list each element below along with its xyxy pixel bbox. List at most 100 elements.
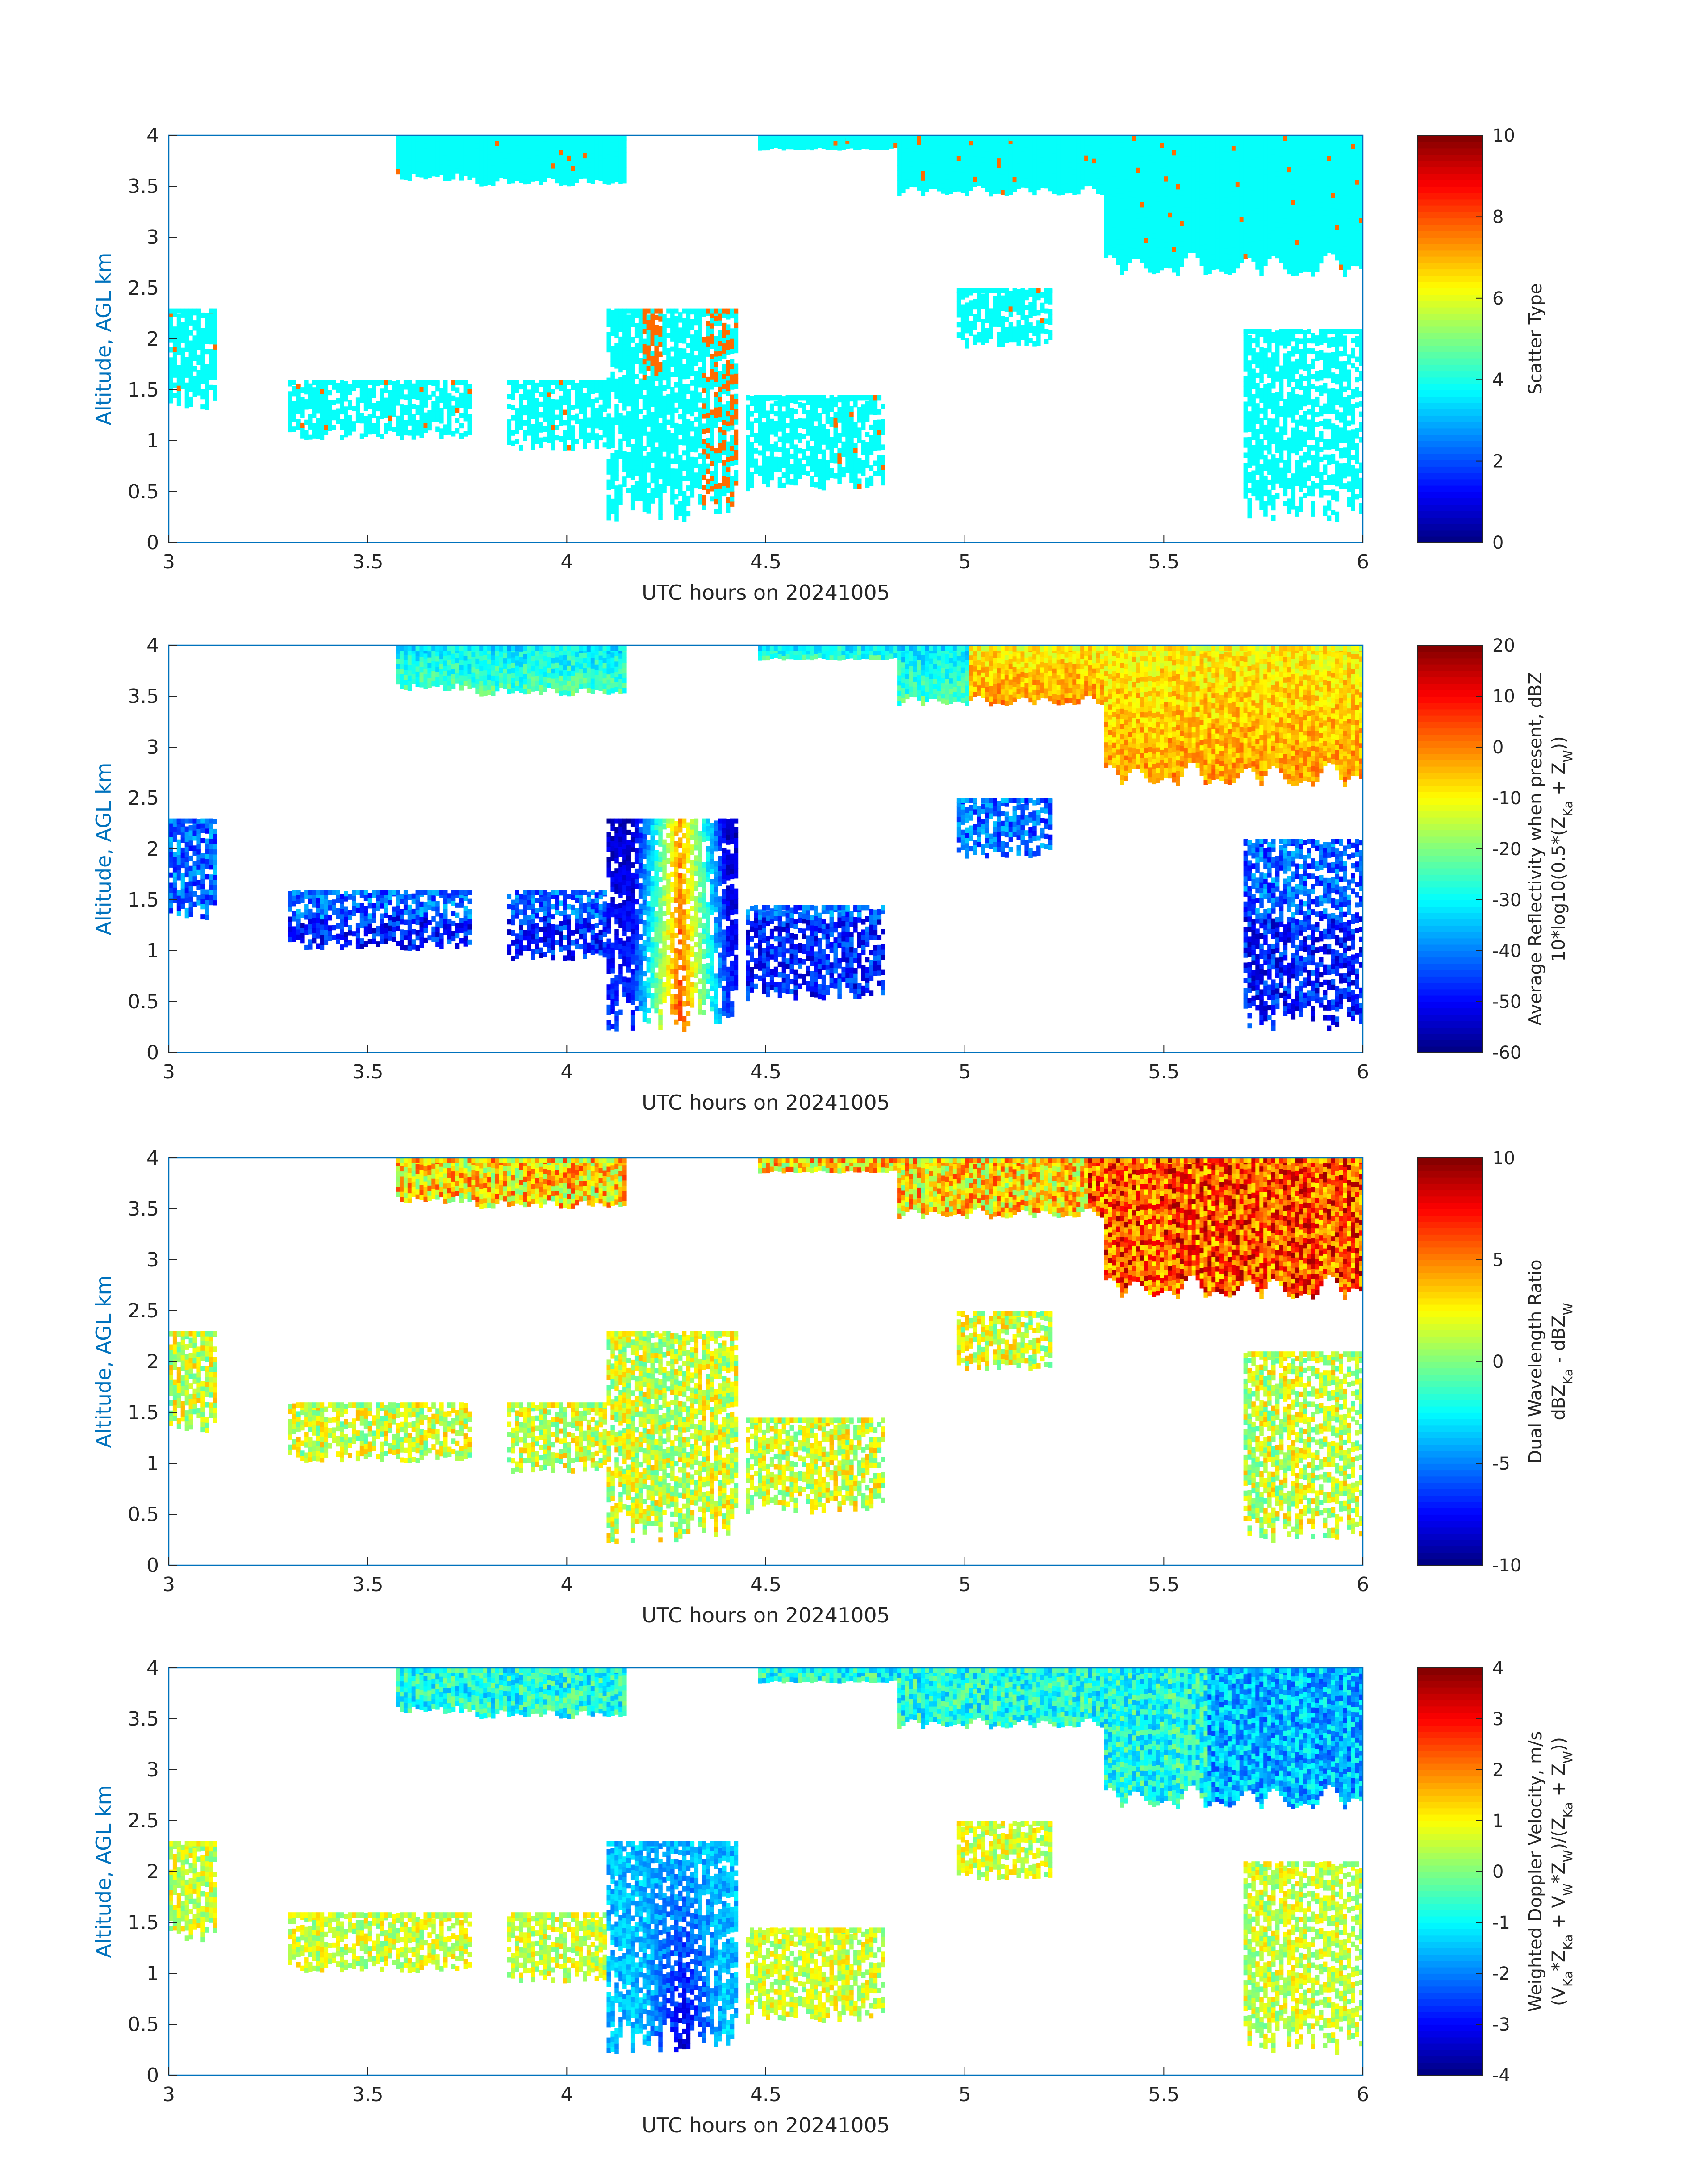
heatmap-cell	[1188, 238, 1192, 243]
heatmap-cell	[515, 171, 520, 176]
heatmap-cell	[901, 157, 906, 163]
heatmap-cell	[288, 407, 292, 412]
heatmap-cell	[181, 348, 185, 353]
heatmap-cell	[722, 425, 727, 430]
heatmap-cell	[1248, 217, 1252, 222]
heatmap-cell	[380, 398, 384, 404]
heatmap-cell	[483, 170, 488, 175]
heatmap-cell	[702, 388, 706, 393]
heatmap-cell	[1132, 218, 1136, 223]
heatmap-cell	[599, 145, 603, 150]
heatmap-cell	[1279, 207, 1284, 213]
heatmap-cell	[643, 369, 647, 375]
heatmap-cell	[710, 318, 714, 323]
heatmap-cell	[503, 163, 508, 169]
heatmap-cell	[559, 140, 564, 145]
heatmap-cell	[1347, 224, 1351, 229]
heatmap-cell	[853, 135, 858, 141]
heatmap-cell	[670, 372, 675, 377]
heatmap-cell	[678, 378, 683, 384]
heatmap-cell	[754, 459, 758, 464]
heatmap-cell	[579, 135, 583, 141]
heatmap-cell	[1323, 195, 1328, 201]
heatmap-cell	[443, 430, 448, 435]
heatmap-cell	[1244, 218, 1248, 223]
heatmap-cell	[714, 402, 718, 408]
heatmap-cell	[1283, 254, 1288, 259]
heatmap-cell	[459, 413, 464, 418]
heatmap-cell	[1096, 158, 1101, 163]
heatmap-cell	[726, 462, 731, 467]
heatmap-cell	[380, 414, 384, 419]
heatmap-cell	[1116, 135, 1120, 141]
heatmap-cell	[909, 176, 914, 182]
heatmap-cell	[1100, 174, 1105, 180]
heatmap-cell	[607, 464, 611, 469]
heatmap-cell	[1232, 166, 1236, 171]
heatmap-cell	[1168, 217, 1172, 223]
heatmap-cell	[443, 389, 448, 394]
heatmap-cell	[658, 387, 663, 393]
heatmap-cell	[937, 171, 941, 176]
heatmap-cell	[694, 320, 699, 325]
heatmap-cell	[583, 428, 587, 434]
heatmap-cell	[1303, 144, 1307, 149]
heatmap-cell	[1172, 232, 1176, 237]
heatmap-cell	[531, 146, 535, 151]
heatmap-cell	[587, 380, 591, 385]
heatmap-cell	[1331, 167, 1336, 173]
heatmap-cell	[344, 422, 348, 427]
heatmap-cell	[1259, 169, 1264, 175]
heatmap-cell	[610, 376, 615, 382]
heatmap-cell	[643, 339, 647, 344]
heatmap-cell	[949, 184, 953, 189]
heatmap-cell	[981, 177, 985, 183]
heatmap-cell	[424, 163, 428, 169]
heatmap-cell	[547, 438, 551, 443]
heatmap-cell	[571, 135, 575, 141]
heatmap-cell	[647, 376, 651, 381]
heatmap-cell	[1232, 217, 1236, 222]
heatmap-cell	[547, 392, 551, 397]
heatmap-cell	[1196, 252, 1200, 258]
heatmap-cell	[1164, 263, 1168, 268]
heatmap-cell	[1303, 135, 1307, 141]
heatmap-cell	[1343, 135, 1347, 141]
heatmap-cell	[559, 135, 564, 141]
heatmap-cell	[1323, 144, 1328, 150]
heatmap-cell	[1224, 172, 1228, 177]
heatmap-cell	[762, 395, 766, 400]
heatmap-cell	[1295, 168, 1300, 174]
heatmap-cell	[714, 316, 718, 321]
heatmap-cell	[181, 327, 185, 333]
heatmap-cell	[1287, 188, 1292, 193]
heatmap-cell	[698, 499, 703, 505]
heatmap-cell	[933, 135, 937, 141]
heatmap-cell	[288, 401, 292, 407]
heatmap-cell	[686, 328, 691, 333]
heatmap-cell	[1065, 142, 1069, 148]
heatmap-cell	[1283, 188, 1288, 193]
heatmap-cell	[706, 453, 710, 459]
heatmap-cell	[1176, 194, 1180, 200]
heatmap-cell	[555, 405, 560, 410]
heatmap-cell	[1065, 135, 1069, 141]
heatmap-cell	[1040, 147, 1045, 152]
heatmap-cell	[714, 341, 718, 347]
heatmap-cell	[1259, 246, 1264, 251]
heatmap-cell	[1267, 203, 1272, 208]
heatmap-cell	[1196, 156, 1200, 161]
heatmap-cell	[622, 405, 627, 411]
heatmap-cell	[658, 377, 663, 383]
heatmap-cell	[348, 425, 352, 430]
heatmap-cell	[694, 386, 699, 392]
heatmap-cell	[443, 135, 448, 141]
heatmap-cell	[1032, 190, 1037, 195]
heatmap-cell	[380, 409, 384, 414]
heatmap-cell	[1188, 248, 1192, 253]
heatmap-cell	[1323, 205, 1328, 210]
heatmap-cell	[519, 425, 523, 430]
heatmap-cell	[571, 384, 575, 390]
heatmap-cell	[1172, 247, 1176, 252]
heatmap-cell	[1084, 135, 1089, 141]
